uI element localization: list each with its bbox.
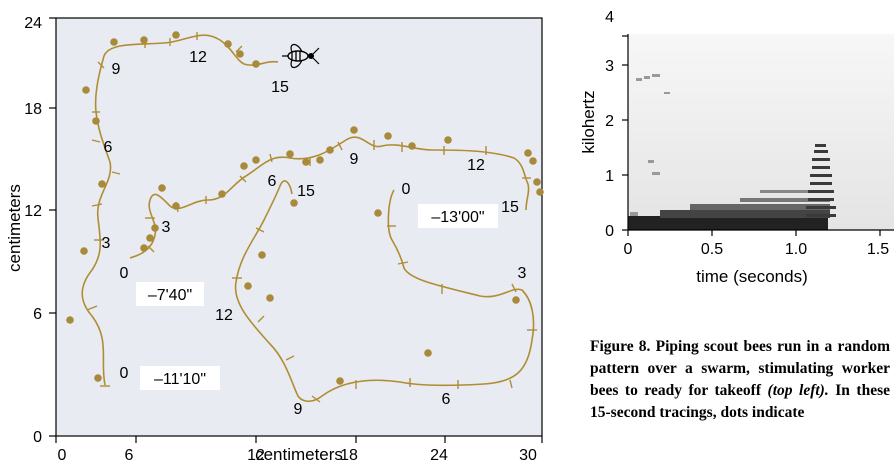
spec-x-tick-0: 0 — [624, 241, 633, 258]
trace-c-dots — [244, 199, 520, 385]
y-axis-label: centimeters — [5, 184, 24, 272]
trace-a-label-0: 0 — [120, 365, 129, 382]
trace-b-label-0: 0 — [120, 265, 129, 282]
time-box-c — [418, 204, 498, 228]
trace-a-dots — [66, 31, 260, 382]
trace-c-label-9: 9 — [294, 401, 303, 418]
trace-b-label-12: 12 — [467, 157, 485, 174]
spec-x-tick-0.5: 0.5 — [701, 241, 723, 258]
x-tick-6: 6 — [125, 447, 134, 464]
x-tick-12: 12 — [247, 447, 265, 464]
trace-b-label-15: 15 — [501, 199, 519, 216]
time-label-b: –7'40" — [148, 287, 192, 304]
caption-text-2: In these 15-second tracings, dots indica… — [590, 382, 890, 421]
y-tick-12: 12 — [24, 203, 42, 220]
x-tick-30: 30 — [519, 447, 537, 464]
trace-a-label-6: 6 — [104, 139, 113, 156]
trace-a-label-3: 3 — [102, 235, 111, 252]
bee-icon — [282, 43, 320, 69]
spec-x-label: time (seconds) — [696, 267, 807, 286]
spec-x-tick-1.5: 1.5 — [867, 241, 889, 258]
trace-b-label-3: 3 — [162, 219, 171, 236]
spectrogram-axes — [622, 34, 894, 236]
trace-a-label-15: 15 — [271, 79, 289, 96]
time-box-a — [140, 366, 220, 390]
caption-italic: (top left). — [767, 382, 829, 399]
y-tick-6: 6 — [33, 306, 42, 323]
y-tick-24: 24 — [24, 15, 42, 32]
x-axis-label: centimeters — [255, 445, 343, 464]
caption-text-1: Figure 8. Piping scout bees run in a ran… — [590, 338, 890, 399]
spec-y-tick-3: 3 — [605, 58, 614, 75]
trace-c-label-15: 15 — [297, 183, 315, 200]
trace-c-label-3: 3 — [518, 265, 527, 282]
y-tick-0: 0 — [33, 429, 42, 446]
spec-y-tick-4: 4 — [605, 9, 614, 26]
trace-b-label-9: 9 — [350, 151, 359, 168]
trace-b-label-6: 6 — [268, 173, 277, 190]
spec-y-tick-0: 0 — [605, 223, 614, 240]
figure-caption: Figure 8. Piping scout bees run in a ran… — [590, 336, 890, 424]
spec-y-tick-1: 1 — [605, 168, 614, 185]
trace-c-label-12: 12 — [215, 307, 233, 324]
trace-a-label-12: 12 — [189, 49, 207, 66]
trace-c-label-0: 0 — [402, 181, 411, 198]
trace-c-ticks — [232, 225, 537, 403]
trace-a-label-9: 9 — [112, 61, 121, 78]
trace-c-label-6: 6 — [442, 391, 451, 408]
left-axis-ticks — [49, 17, 543, 443]
trace-b-dots — [140, 126, 544, 252]
time-label-a: –11'10" — [154, 371, 206, 388]
trace-c — [234, 180, 535, 403]
time-box-b — [136, 282, 204, 306]
y-tick-18: 18 — [24, 101, 42, 118]
spec-y-tick-2: 2 — [605, 113, 614, 130]
trace-b — [129, 136, 530, 259]
spectrogram-marks — [628, 74, 836, 230]
time-label-c: –13'00" — [431, 209, 484, 226]
spec-y-label: kilohertz — [579, 90, 598, 153]
x-tick-24: 24 — [430, 447, 448, 464]
x-tick-0: 0 — [58, 447, 67, 464]
spec-x-tick-1.0: 1.0 — [785, 241, 807, 258]
spectrogram-area — [628, 34, 894, 230]
x-tick-18: 18 — [340, 447, 358, 464]
